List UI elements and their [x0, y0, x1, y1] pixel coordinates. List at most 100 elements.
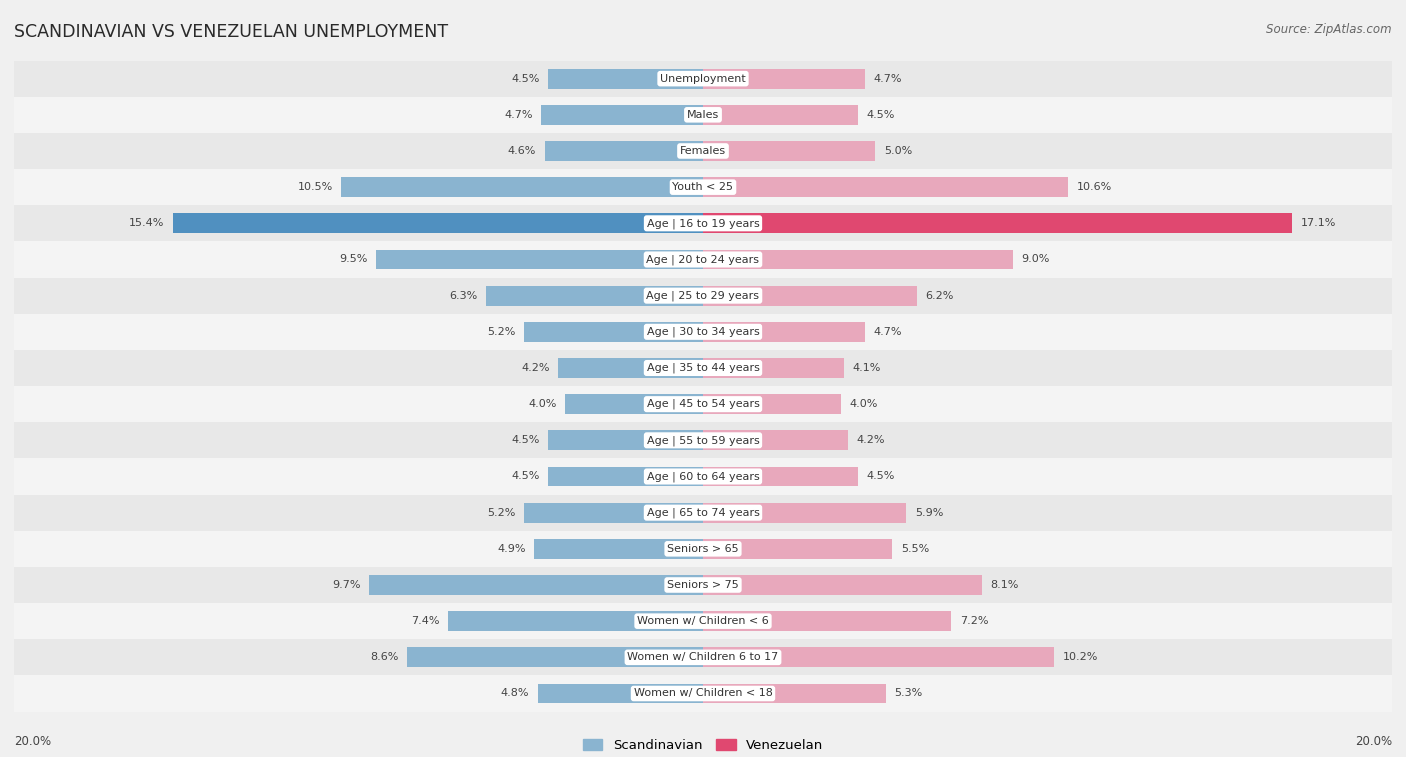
Text: 4.1%: 4.1% — [853, 363, 882, 373]
Bar — [14, 422, 1392, 459]
Text: 5.2%: 5.2% — [486, 508, 515, 518]
Text: Women w/ Children < 18: Women w/ Children < 18 — [634, 689, 772, 699]
Bar — [544, 141, 703, 161]
Text: Age | 45 to 54 years: Age | 45 to 54 years — [647, 399, 759, 410]
Text: Age | 35 to 44 years: Age | 35 to 44 years — [647, 363, 759, 373]
Text: Seniors > 75: Seniors > 75 — [666, 580, 740, 590]
Text: 4.0%: 4.0% — [529, 399, 557, 409]
Text: 4.5%: 4.5% — [866, 472, 896, 481]
Text: 4.2%: 4.2% — [522, 363, 550, 373]
Text: Age | 30 to 34 years: Age | 30 to 34 years — [647, 326, 759, 337]
Bar — [14, 459, 1392, 494]
Text: Unemployment: Unemployment — [661, 73, 745, 83]
Bar — [703, 503, 907, 522]
Text: 20.0%: 20.0% — [14, 735, 51, 748]
Text: Age | 16 to 19 years: Age | 16 to 19 years — [647, 218, 759, 229]
Text: Age | 25 to 29 years: Age | 25 to 29 years — [647, 291, 759, 301]
Bar — [14, 205, 1392, 241]
Bar — [703, 213, 1292, 233]
Bar — [703, 647, 1054, 667]
Text: 10.6%: 10.6% — [1077, 182, 1112, 192]
Bar — [703, 611, 950, 631]
Bar — [534, 539, 703, 559]
Text: 5.3%: 5.3% — [894, 689, 922, 699]
Bar — [703, 431, 848, 450]
Text: Seniors > 65: Seniors > 65 — [668, 544, 738, 554]
Text: 6.3%: 6.3% — [449, 291, 478, 301]
Bar — [368, 575, 703, 595]
Bar — [14, 567, 1392, 603]
Text: 4.7%: 4.7% — [503, 110, 533, 120]
Bar — [703, 69, 865, 89]
Bar — [375, 250, 703, 269]
Text: 15.4%: 15.4% — [128, 218, 165, 229]
Text: Age | 20 to 24 years: Age | 20 to 24 years — [647, 254, 759, 265]
Text: 8.6%: 8.6% — [370, 653, 398, 662]
Text: Males: Males — [688, 110, 718, 120]
Bar — [565, 394, 703, 414]
Bar — [703, 177, 1069, 197]
Bar — [14, 133, 1392, 169]
Text: 4.0%: 4.0% — [849, 399, 877, 409]
Text: 4.7%: 4.7% — [873, 73, 903, 83]
Text: Women w/ Children 6 to 17: Women w/ Children 6 to 17 — [627, 653, 779, 662]
Bar — [14, 61, 1392, 97]
Text: 4.7%: 4.7% — [873, 327, 903, 337]
Bar — [14, 603, 1392, 639]
Text: 4.5%: 4.5% — [866, 110, 896, 120]
Bar — [14, 675, 1392, 712]
Bar — [548, 431, 703, 450]
Text: 6.2%: 6.2% — [925, 291, 953, 301]
Bar — [558, 358, 703, 378]
Bar — [173, 213, 703, 233]
Text: 5.0%: 5.0% — [884, 146, 912, 156]
Text: 5.9%: 5.9% — [915, 508, 943, 518]
Text: Women w/ Children < 6: Women w/ Children < 6 — [637, 616, 769, 626]
Text: 4.5%: 4.5% — [510, 472, 540, 481]
Bar — [14, 169, 1392, 205]
Bar — [406, 647, 703, 667]
Text: 7.4%: 7.4% — [411, 616, 440, 626]
Text: 5.5%: 5.5% — [901, 544, 929, 554]
Text: Source: ZipAtlas.com: Source: ZipAtlas.com — [1267, 23, 1392, 36]
Bar — [449, 611, 703, 631]
Bar — [524, 503, 703, 522]
Text: 20.0%: 20.0% — [1355, 735, 1392, 748]
Bar — [703, 466, 858, 487]
Bar — [14, 241, 1392, 278]
Text: 9.0%: 9.0% — [1022, 254, 1050, 264]
Text: 4.6%: 4.6% — [508, 146, 536, 156]
Bar — [524, 322, 703, 341]
Bar — [703, 141, 875, 161]
Bar — [14, 313, 1392, 350]
Text: 7.2%: 7.2% — [960, 616, 988, 626]
Bar — [703, 250, 1012, 269]
Text: Females: Females — [681, 146, 725, 156]
Bar — [342, 177, 703, 197]
Text: 4.5%: 4.5% — [510, 73, 540, 83]
Bar — [703, 285, 917, 306]
Bar — [486, 285, 703, 306]
Bar — [14, 350, 1392, 386]
Text: 8.1%: 8.1% — [991, 580, 1019, 590]
Text: 4.9%: 4.9% — [498, 544, 526, 554]
Bar — [703, 358, 844, 378]
Text: 4.2%: 4.2% — [856, 435, 884, 445]
Text: 10.2%: 10.2% — [1063, 653, 1098, 662]
Bar — [14, 639, 1392, 675]
Text: 17.1%: 17.1% — [1301, 218, 1336, 229]
Bar — [703, 322, 865, 341]
Bar — [548, 466, 703, 487]
Text: Age | 65 to 74 years: Age | 65 to 74 years — [647, 507, 759, 518]
Text: SCANDINAVIAN VS VENEZUELAN UNEMPLOYMENT: SCANDINAVIAN VS VENEZUELAN UNEMPLOYMENT — [14, 23, 449, 41]
Bar — [548, 69, 703, 89]
Bar — [703, 539, 893, 559]
Bar — [703, 394, 841, 414]
Bar — [541, 105, 703, 125]
Bar — [14, 531, 1392, 567]
Bar — [14, 97, 1392, 133]
Bar — [14, 494, 1392, 531]
Text: 4.8%: 4.8% — [501, 689, 529, 699]
Bar — [703, 684, 886, 703]
Text: Age | 55 to 59 years: Age | 55 to 59 years — [647, 435, 759, 446]
